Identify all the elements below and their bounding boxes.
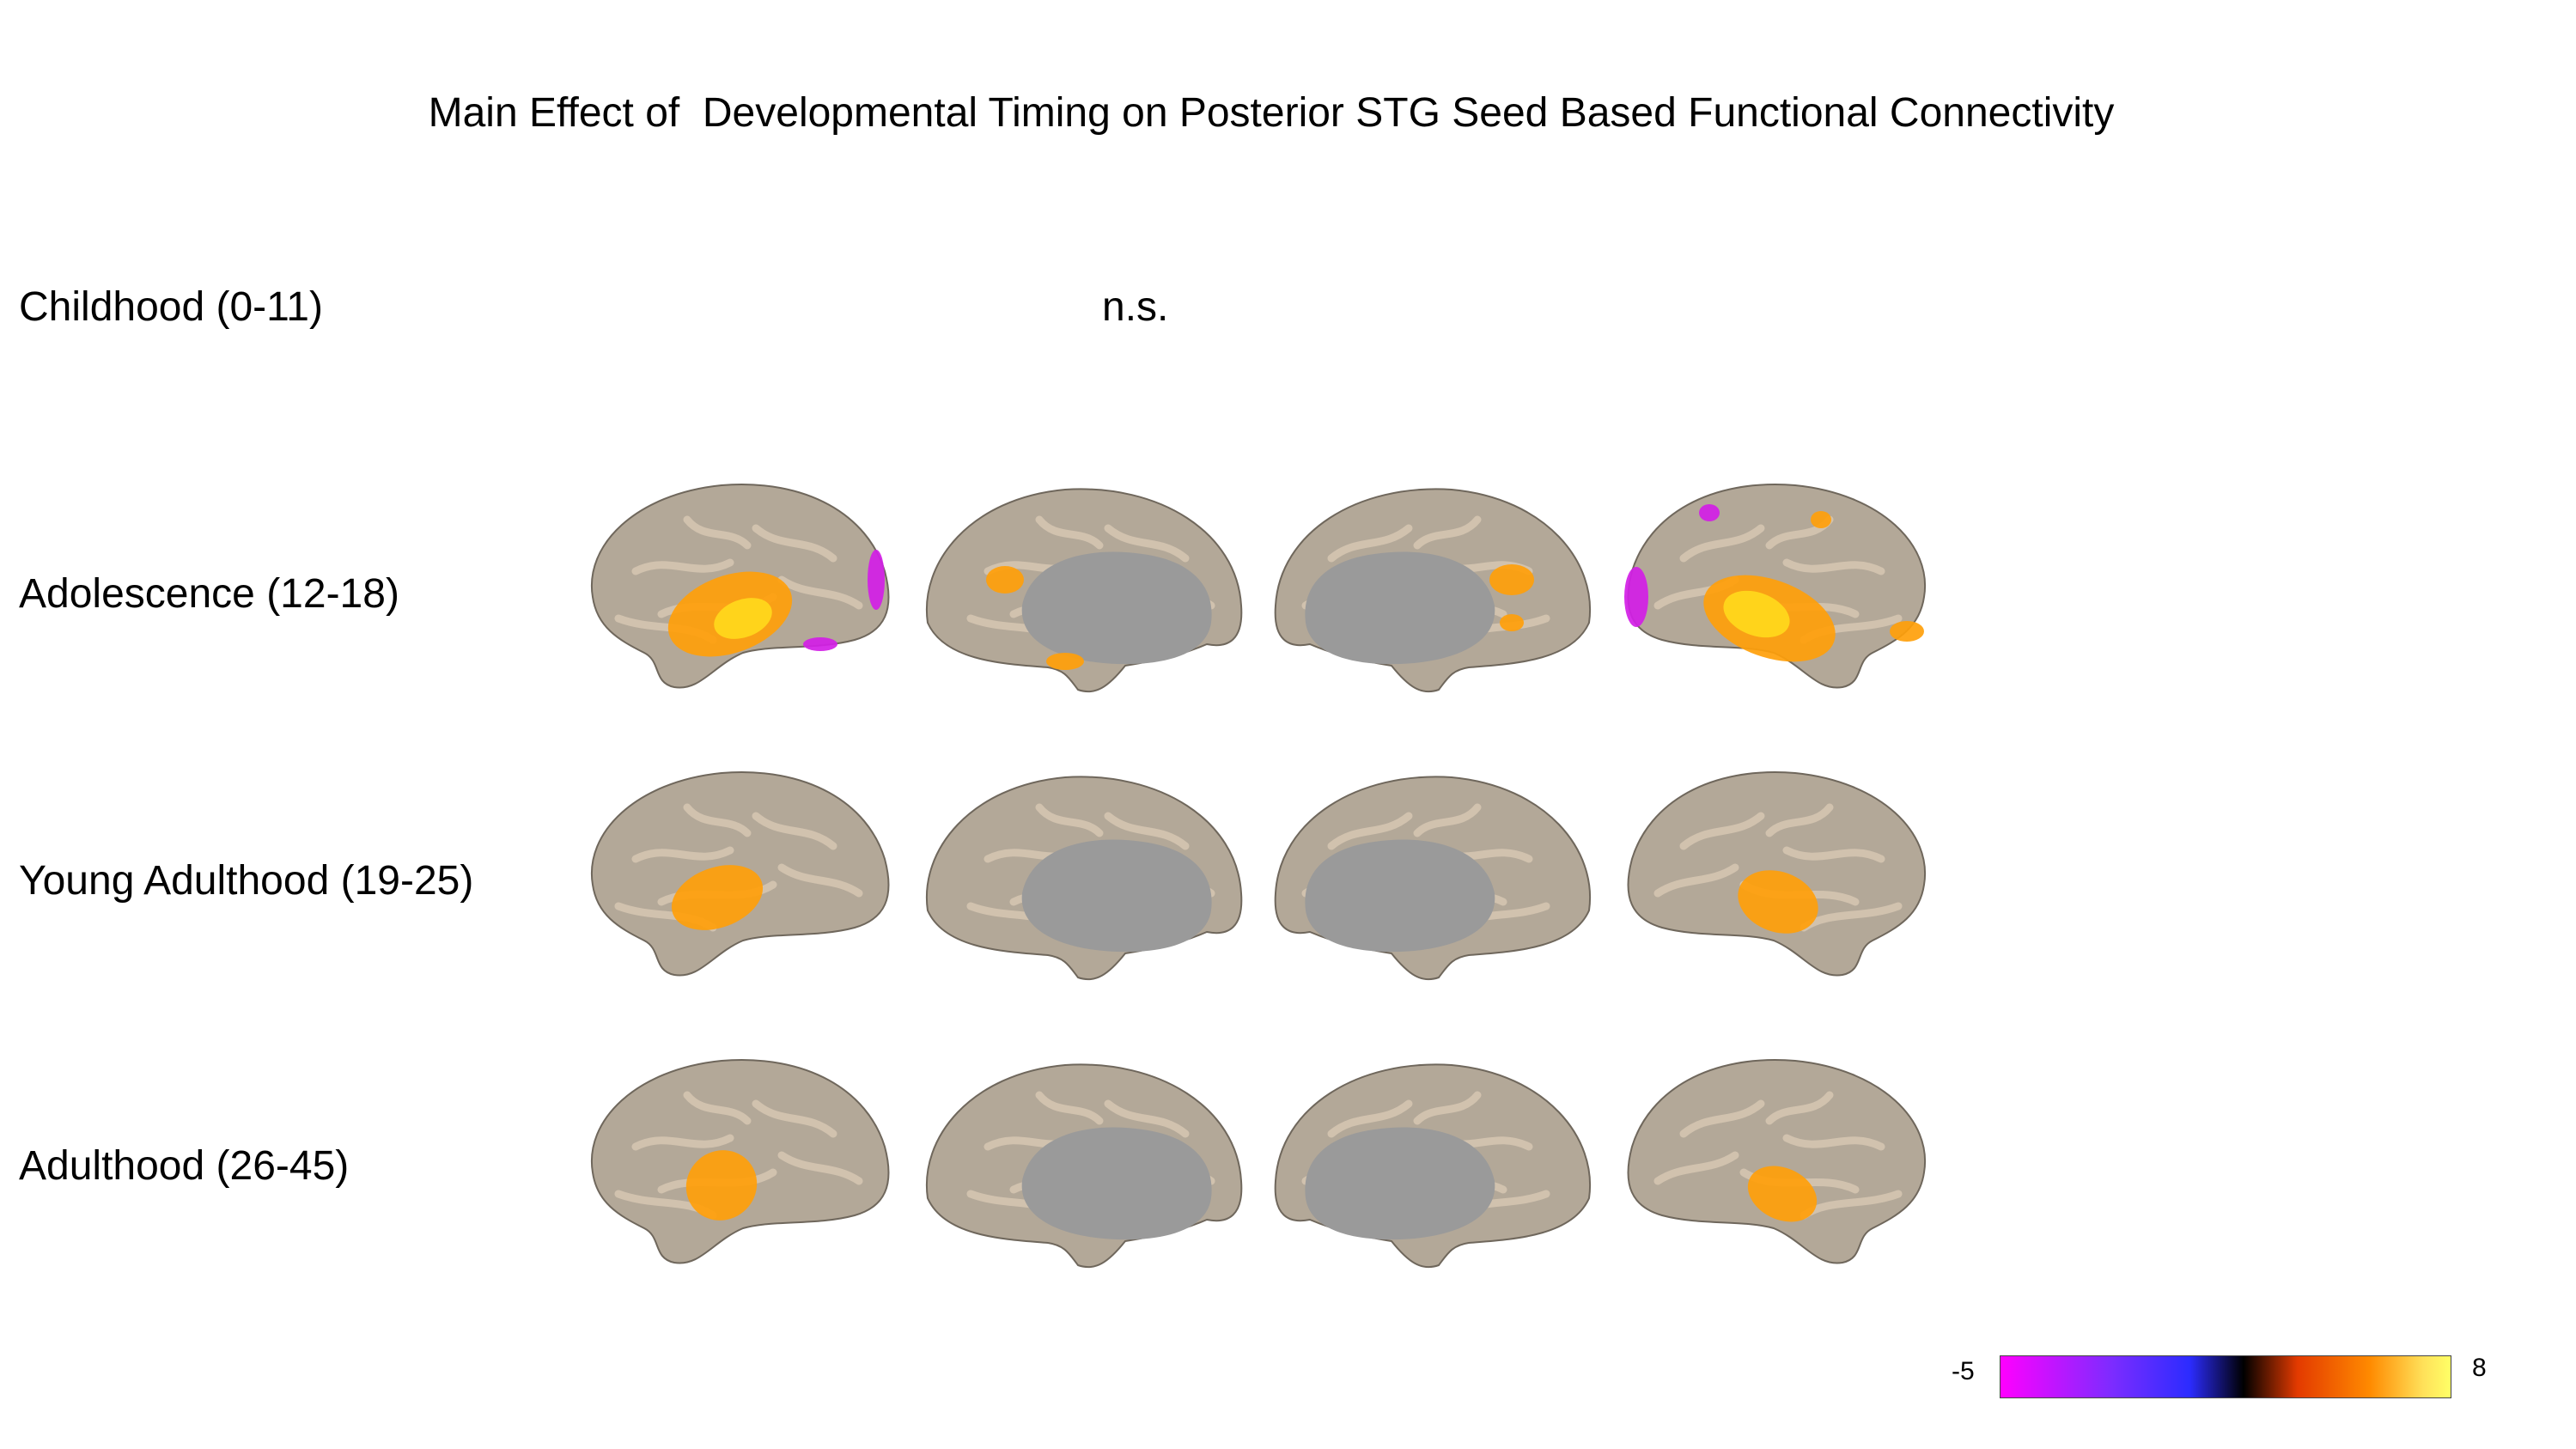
stg-cluster [1747, 1166, 1818, 1222]
brain-adulthood-lateral-right [1615, 1044, 1958, 1275]
row-label-childhood: Childhood (0-11) [19, 284, 323, 330]
medial-wall [1305, 551, 1495, 665]
frontal-lower-cluster [1890, 621, 1924, 642]
medial-cluster-lower [1500, 614, 1524, 631]
medial-wall [1021, 1127, 1212, 1240]
brain-adulthood-medial-left [910, 1044, 1254, 1275]
brain-young-adulthood-medial-right [1263, 756, 1606, 988]
brain-adolescence-lateral-right [1615, 468, 1958, 700]
cortex-surface [1627, 1059, 1927, 1264]
occipital-neg-cluster [1624, 567, 1648, 627]
figure-title: Main Effect of Developmental Timing on P… [428, 90, 2115, 136]
brain-young-adulthood-lateral-left [558, 756, 902, 988]
stg-cluster [685, 1150, 758, 1221]
colorbar-min-label: -5 [1952, 1357, 1975, 1385]
medial-wall [1021, 551, 1212, 665]
brain-adolescence-lateral-left [558, 468, 902, 700]
medial-wall [1305, 839, 1495, 953]
parietal-neg-cluster [1699, 504, 1720, 521]
row-label-adulthood: Adulthood (26-45) [19, 1143, 350, 1189]
stg-peak [1723, 590, 1790, 638]
colorbar-max-label: 8 [2472, 1354, 2487, 1382]
medial-wall [1305, 1127, 1495, 1240]
colorbar [2000, 1355, 2451, 1398]
row-label-young-adulthood: Young Adulthood (19-25) [19, 858, 474, 904]
childhood-ns-note: n.s. [1102, 284, 1169, 330]
stg-cluster [1738, 870, 1818, 934]
brain-adulthood-medial-right [1263, 1044, 1606, 1275]
frontal-cluster [1811, 511, 1831, 528]
brain-adulthood-lateral-left [558, 1044, 902, 1275]
stg-peak [714, 598, 772, 639]
brain-young-adulthood-medial-left [910, 756, 1254, 988]
row-label-adolescence: Adolescence (12-18) [19, 571, 399, 617]
medial-cluster [1489, 564, 1534, 595]
temporal-neg-cluster [803, 637, 837, 651]
brain-adolescence-medial-right [1263, 468, 1606, 700]
occipital-neg-cluster [868, 550, 885, 610]
medial-temporal-cluster [1046, 653, 1084, 670]
brain-young-adulthood-lateral-right [1615, 756, 1958, 988]
stg-cluster [671, 865, 764, 930]
medial-frontal-cluster [986, 566, 1024, 594]
brain-adolescence-medial-left [910, 468, 1254, 700]
medial-wall [1021, 839, 1212, 953]
